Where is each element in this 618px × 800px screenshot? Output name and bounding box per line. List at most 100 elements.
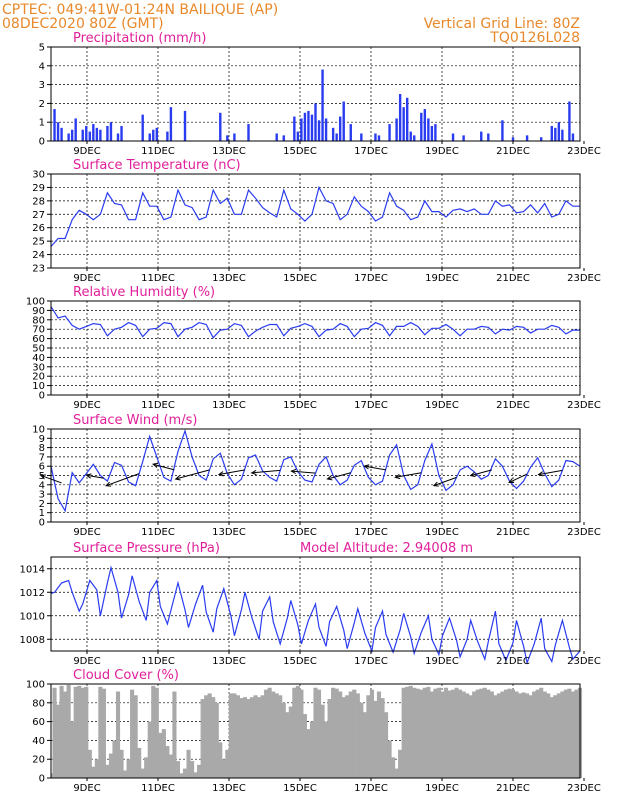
ytick-label: 2 xyxy=(39,499,45,510)
ytick-label: 10 xyxy=(32,381,45,392)
cloud-bar xyxy=(510,689,516,778)
panel-frame-temp xyxy=(50,173,581,269)
cloud-bar xyxy=(394,768,399,778)
precip-bar xyxy=(427,118,430,141)
wind-arrow-head xyxy=(85,473,92,479)
cloud-bar xyxy=(130,689,135,778)
ytick-label: 4 xyxy=(39,480,45,491)
cloud-bar xyxy=(341,697,346,778)
wind-arrow-head xyxy=(537,471,544,477)
precip-bar xyxy=(388,124,391,141)
cloud-bar xyxy=(70,721,75,778)
cloud-bar xyxy=(147,721,152,778)
wind-arrow xyxy=(327,472,351,480)
cloud-bar xyxy=(525,693,530,778)
ytick-label: 25 xyxy=(32,237,45,248)
cloud-bar xyxy=(567,688,572,778)
cloud-bar xyxy=(433,688,438,778)
ytick-label: 40 xyxy=(32,736,45,747)
panel-pres: Surface Pressure (hPa) Model Altitude: 2.… xyxy=(20,541,601,667)
cloud-bar xyxy=(200,699,205,778)
cloud-bar xyxy=(73,686,78,778)
precip-bar xyxy=(451,133,455,141)
panel-title-precip: Precipitation (mm/h) xyxy=(73,31,206,46)
precip-bar xyxy=(349,124,352,141)
cloud-bar xyxy=(472,691,477,778)
xtick-label: 19DEC xyxy=(425,527,459,538)
cloud-bar xyxy=(391,757,396,778)
cloud-bar xyxy=(249,697,255,778)
precip-bar xyxy=(321,69,324,141)
cloud-bar xyxy=(440,691,445,778)
xtick-label: 13DEC xyxy=(212,273,246,284)
cloud-bar xyxy=(84,686,89,778)
cloud-bar xyxy=(98,686,103,778)
ytick-label: 24 xyxy=(32,250,45,261)
cloud-bar xyxy=(288,706,293,778)
ytick-label: 1010 xyxy=(20,611,45,622)
cloud-bar xyxy=(154,687,159,778)
precip-bar xyxy=(331,127,335,141)
cloud-bar xyxy=(539,687,544,778)
cloud-bar xyxy=(383,712,389,778)
cloud-bar xyxy=(327,699,332,778)
ytick-label: 1014 xyxy=(20,564,45,575)
cloud-bar xyxy=(225,749,230,778)
cloud-bar xyxy=(450,689,456,778)
cloud-bar xyxy=(207,693,212,778)
cloud-bar xyxy=(500,691,505,778)
cloud-bar xyxy=(274,693,279,778)
precip-bar xyxy=(335,133,338,141)
panel-temp: Surface Temperature (nC) 23 24 25 26 27 28 29 30… xyxy=(32,158,601,284)
ytick-label: 27 xyxy=(32,210,45,221)
cloud-bar xyxy=(320,704,325,778)
wind-arrow xyxy=(153,463,175,471)
cloud-bar xyxy=(408,685,413,778)
precip-bar xyxy=(571,133,575,141)
wind-arrow xyxy=(538,469,563,476)
xtick-label: 19DEC xyxy=(425,656,459,667)
wind-arrow-head xyxy=(469,471,476,478)
cloud-bar xyxy=(563,689,568,778)
ytick-label: 29 xyxy=(32,183,45,194)
cloud-bar xyxy=(514,691,519,778)
xtick-label: 23DEC xyxy=(567,783,601,794)
ytick-label: 80 xyxy=(32,315,45,326)
xtick-label: 11DEC xyxy=(141,273,175,284)
xtick-label: 15DEC xyxy=(283,273,317,284)
cloud-bar xyxy=(122,770,128,778)
precip-bar xyxy=(374,133,377,141)
precip-bar xyxy=(409,131,412,141)
ytick-label: 80 xyxy=(32,698,45,709)
xtick-label: 17DEC xyxy=(354,527,388,538)
precip-bar xyxy=(360,133,363,141)
cloud-bar xyxy=(108,753,114,778)
cloud-bar xyxy=(133,695,138,778)
cloud-bar xyxy=(175,761,181,778)
xtick-label: 13DEC xyxy=(212,527,246,538)
precip-bar xyxy=(554,127,557,141)
wind-arrow-head xyxy=(326,475,333,481)
cloud-bar xyxy=(380,698,385,778)
cloud-bar xyxy=(264,689,269,778)
xtick-label: 13DEC xyxy=(212,656,246,667)
series-line-wind xyxy=(50,428,581,513)
ytick-label: 23 xyxy=(32,264,45,275)
cloud-bar xyxy=(426,686,431,778)
cloud-bar xyxy=(299,689,304,778)
ytick-label: 70 xyxy=(32,325,45,336)
xtick-label: 17DEC xyxy=(354,783,388,794)
xtick-label: 17DEC xyxy=(354,400,388,411)
wind-arrow-head xyxy=(152,462,159,468)
cloud-bar xyxy=(101,688,106,778)
ytick-label: 60 xyxy=(32,717,45,728)
xtick-label: 17DEC xyxy=(354,273,388,284)
xtick-label: 11DEC xyxy=(141,656,175,667)
cloud-bar xyxy=(454,687,459,778)
precip-bar xyxy=(92,124,95,141)
precip-bar xyxy=(116,133,120,141)
wind-arrow xyxy=(251,469,281,474)
cloud-bar xyxy=(140,768,145,778)
precip-bar xyxy=(183,110,187,141)
